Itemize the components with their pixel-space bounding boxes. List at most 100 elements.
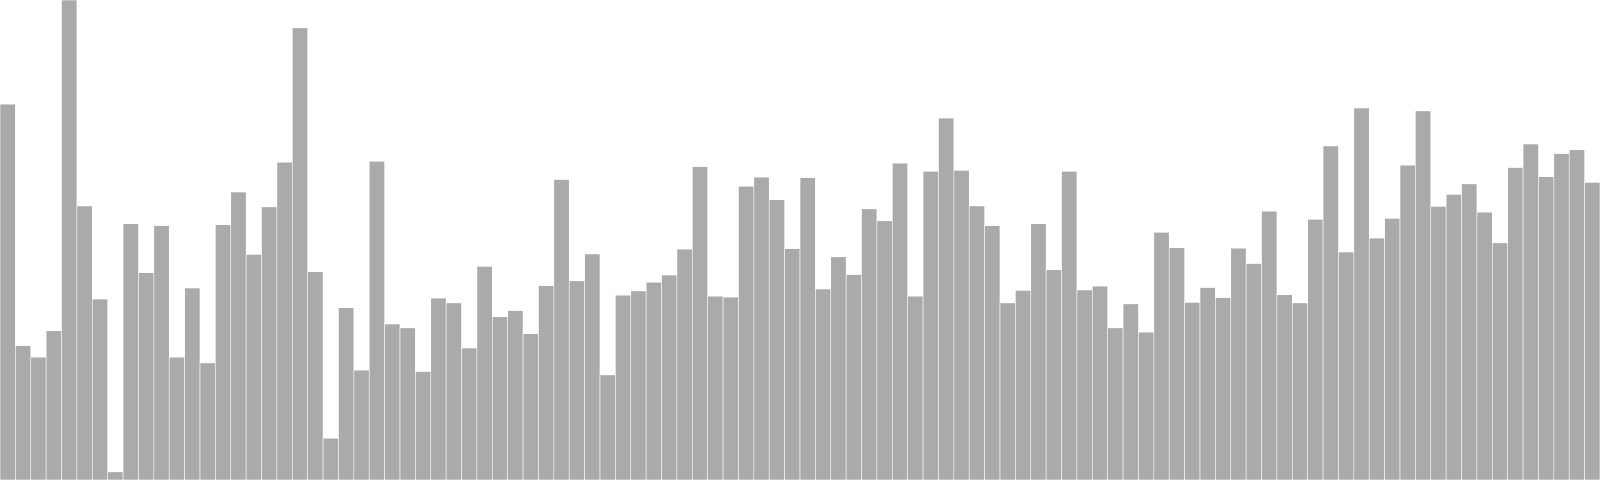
bar (107, 471, 124, 480)
bar (584, 253, 601, 480)
bar (122, 223, 139, 480)
bar (553, 179, 570, 480)
bar (153, 225, 170, 480)
bar (1553, 153, 1570, 480)
bar (1568, 149, 1585, 480)
bar (599, 374, 616, 480)
bar (630, 290, 647, 480)
bar (845, 274, 862, 480)
bar (1245, 263, 1262, 480)
bar (338, 307, 355, 480)
bar (645, 281, 662, 480)
bar (261, 206, 278, 480)
bar (184, 287, 201, 480)
bar (892, 162, 908, 480)
bar (876, 220, 893, 480)
bar (245, 254, 262, 480)
bar (61, 0, 78, 480)
bar (45, 330, 62, 480)
bar (738, 185, 755, 480)
bar (1384, 218, 1401, 480)
bar (292, 27, 308, 480)
bar (1199, 287, 1216, 480)
bar (1261, 210, 1278, 480)
bar (615, 294, 632, 480)
bar (830, 256, 847, 480)
bar (999, 302, 1016, 480)
bar (1368, 237, 1385, 480)
bar (1045, 269, 1062, 480)
bar (1399, 164, 1416, 480)
bar (1476, 211, 1493, 480)
bar (492, 316, 508, 480)
bar (1061, 171, 1078, 480)
bar (445, 302, 462, 480)
bar (1153, 232, 1170, 480)
bar (784, 248, 801, 480)
bar (199, 362, 216, 480)
bar (1015, 290, 1032, 480)
bar (415, 371, 432, 480)
bar (568, 280, 585, 480)
bar (922, 171, 939, 480)
bar (1338, 251, 1355, 480)
bar (1492, 242, 1508, 480)
bar (1168, 247, 1185, 480)
bar (1415, 110, 1432, 480)
bar (692, 166, 708, 480)
bar (1076, 289, 1093, 480)
bar (1292, 302, 1308, 480)
bar (507, 310, 524, 480)
bar (276, 161, 293, 480)
bar (1461, 183, 1478, 480)
bar (768, 199, 785, 480)
bar (384, 323, 401, 480)
bar (1353, 107, 1370, 480)
bar (1430, 206, 1447, 480)
bar (861, 208, 878, 480)
bar (799, 177, 816, 480)
bar (1184, 302, 1201, 480)
bar (1092, 285, 1108, 480)
bar (938, 117, 955, 480)
bar (138, 272, 155, 480)
bar (968, 205, 985, 480)
bar (1538, 176, 1555, 480)
bar (815, 288, 832, 480)
bar (722, 296, 739, 480)
bar (461, 347, 478, 480)
bar (1507, 167, 1524, 480)
bar (1230, 247, 1247, 480)
bar (1276, 294, 1293, 480)
bar (953, 170, 970, 480)
bar (1522, 143, 1539, 480)
bar (399, 327, 416, 480)
bar (230, 191, 247, 480)
bar (76, 205, 93, 480)
bar (168, 356, 185, 480)
bar (353, 369, 370, 480)
bar (753, 176, 770, 480)
bar (538, 285, 555, 480)
bar (676, 248, 693, 480)
bar (1215, 297, 1232, 480)
bar (215, 224, 232, 480)
bar (1322, 145, 1339, 480)
bar (1307, 219, 1324, 480)
bar (92, 298, 108, 480)
bar (430, 297, 447, 480)
bar (368, 160, 385, 480)
bar (1030, 223, 1047, 480)
bar (984, 225, 1001, 480)
bar (0, 103, 16, 480)
bar (907, 295, 924, 480)
bar (30, 356, 47, 480)
bar (1584, 182, 1600, 480)
bar (1138, 331, 1155, 480)
bar (661, 274, 678, 480)
bar (476, 266, 493, 480)
bar (1122, 303, 1139, 480)
bar (522, 333, 539, 480)
